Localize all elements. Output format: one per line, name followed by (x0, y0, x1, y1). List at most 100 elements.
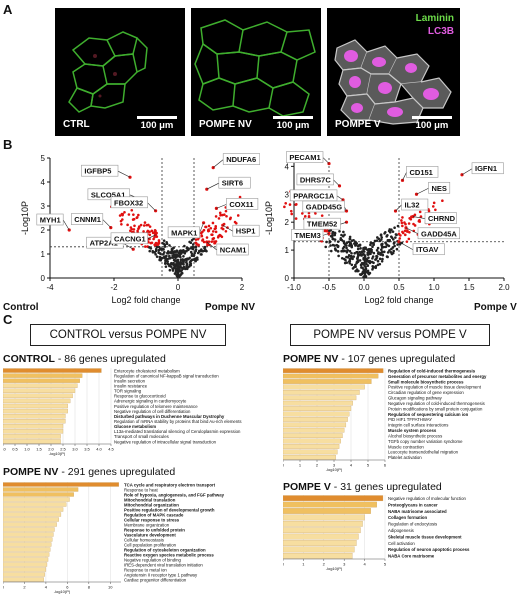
data-point (407, 237, 411, 241)
term-label: Mitochondrial organization (124, 502, 179, 507)
data-point (219, 234, 222, 237)
data-point (361, 266, 364, 270)
data-point (356, 255, 360, 259)
data-point (380, 259, 384, 263)
data-point (376, 246, 380, 250)
data-point (379, 251, 383, 255)
data-point (236, 214, 240, 217)
data-point (148, 249, 152, 253)
term-label: Insulin resistance (114, 384, 148, 389)
enrichment-bar (2, 552, 50, 557)
gene-label: FBOX32 (114, 198, 143, 207)
data-point (379, 233, 383, 237)
enrichment-bar (2, 497, 70, 502)
gene-label-box (406, 166, 439, 178)
gene-label-box (110, 196, 148, 209)
data-point (389, 235, 393, 238)
term-label: Disturbed pathways in Duchenne Muscular … (114, 414, 225, 419)
micrograph-pompe-v: Laminin LC3B POMPE V 100 μm (327, 8, 460, 136)
data-point (201, 249, 205, 253)
data-point (391, 238, 395, 241)
term-label: Response to heat (124, 487, 158, 492)
data-point (386, 255, 389, 259)
enrichment-bar (2, 572, 45, 577)
data-point (378, 257, 382, 261)
data-point (350, 244, 353, 247)
x-tick-label: 5 (367, 463, 370, 468)
gene-label-box (110, 232, 148, 245)
data-point (194, 241, 198, 245)
data-point (374, 258, 377, 261)
data-point (151, 249, 154, 253)
enrichment-bar (282, 546, 355, 553)
enrichment-bar (282, 422, 347, 428)
data-point (360, 250, 364, 254)
data-point (148, 225, 152, 228)
data-point (158, 252, 162, 255)
data-point (150, 229, 154, 233)
data-point (359, 247, 362, 250)
scale-bar: 100 μm (137, 116, 177, 131)
volcano-plot-left: 0 1 2 3 4 5 -4 -2 0 2 Log2 fold change -Log10P MYH1 I… (0, 150, 261, 320)
data-point (290, 212, 294, 216)
enrichment-bar (2, 487, 79, 492)
data-point (342, 241, 346, 245)
gene-label: DHRS7C (300, 175, 331, 184)
data-point (204, 225, 208, 229)
data-point (153, 229, 157, 232)
gene-leader-line (340, 221, 347, 225)
data-point (427, 209, 431, 213)
data-point (155, 255, 159, 258)
y-tick-label: 4 (41, 178, 46, 187)
data-point (314, 212, 317, 215)
data-point (408, 217, 411, 220)
gene-label: CHRND (428, 214, 456, 223)
gene-label: IGFBP5 (84, 167, 111, 176)
term-label: Protein modifications by small protein c… (388, 406, 483, 411)
data-point (159, 258, 163, 262)
data-point (407, 222, 411, 225)
data-point (213, 240, 216, 243)
data-point (400, 219, 403, 222)
data-point (185, 267, 189, 271)
gene-label: ITGAV (416, 245, 438, 254)
data-point (372, 241, 375, 245)
enrichment-bar (2, 492, 74, 497)
term-label: L13a-mediated translational silencing of… (114, 429, 241, 434)
data-point (201, 238, 205, 241)
data-point (178, 249, 182, 253)
enrichment-bar (2, 413, 66, 419)
data-point (393, 226, 396, 230)
data-point (370, 250, 373, 254)
term-label: NABA Core matrisome (388, 554, 435, 559)
data-point (142, 224, 146, 227)
gene-label: CACNG1 (114, 234, 146, 243)
enrichment-bar (282, 552, 353, 559)
data-point (367, 259, 370, 263)
data-point (345, 250, 349, 254)
gene-label: CNNM1 (74, 215, 101, 224)
data-point (176, 269, 180, 273)
y-tick-label: 1 (41, 250, 46, 259)
x-tick-label: -1.0 (287, 283, 301, 292)
data-point (187, 257, 190, 261)
data-point (157, 248, 161, 252)
data-point (389, 251, 393, 254)
data-point (203, 245, 207, 249)
data-point (177, 251, 180, 255)
data-point (403, 233, 407, 237)
gene-label-box (218, 176, 251, 189)
enrichment-bar (2, 408, 68, 414)
data-point (185, 262, 189, 266)
data-point (363, 257, 367, 261)
enrichment-bar (282, 527, 361, 534)
data-point (158, 255, 162, 259)
enrichment-bar (282, 427, 345, 433)
data-point (178, 253, 182, 257)
enrichment-bar (282, 514, 365, 521)
data-point (365, 248, 369, 251)
gene-label-box (216, 243, 249, 256)
gene-leader-line (199, 222, 204, 233)
data-point (329, 244, 332, 247)
data-point (137, 226, 141, 229)
